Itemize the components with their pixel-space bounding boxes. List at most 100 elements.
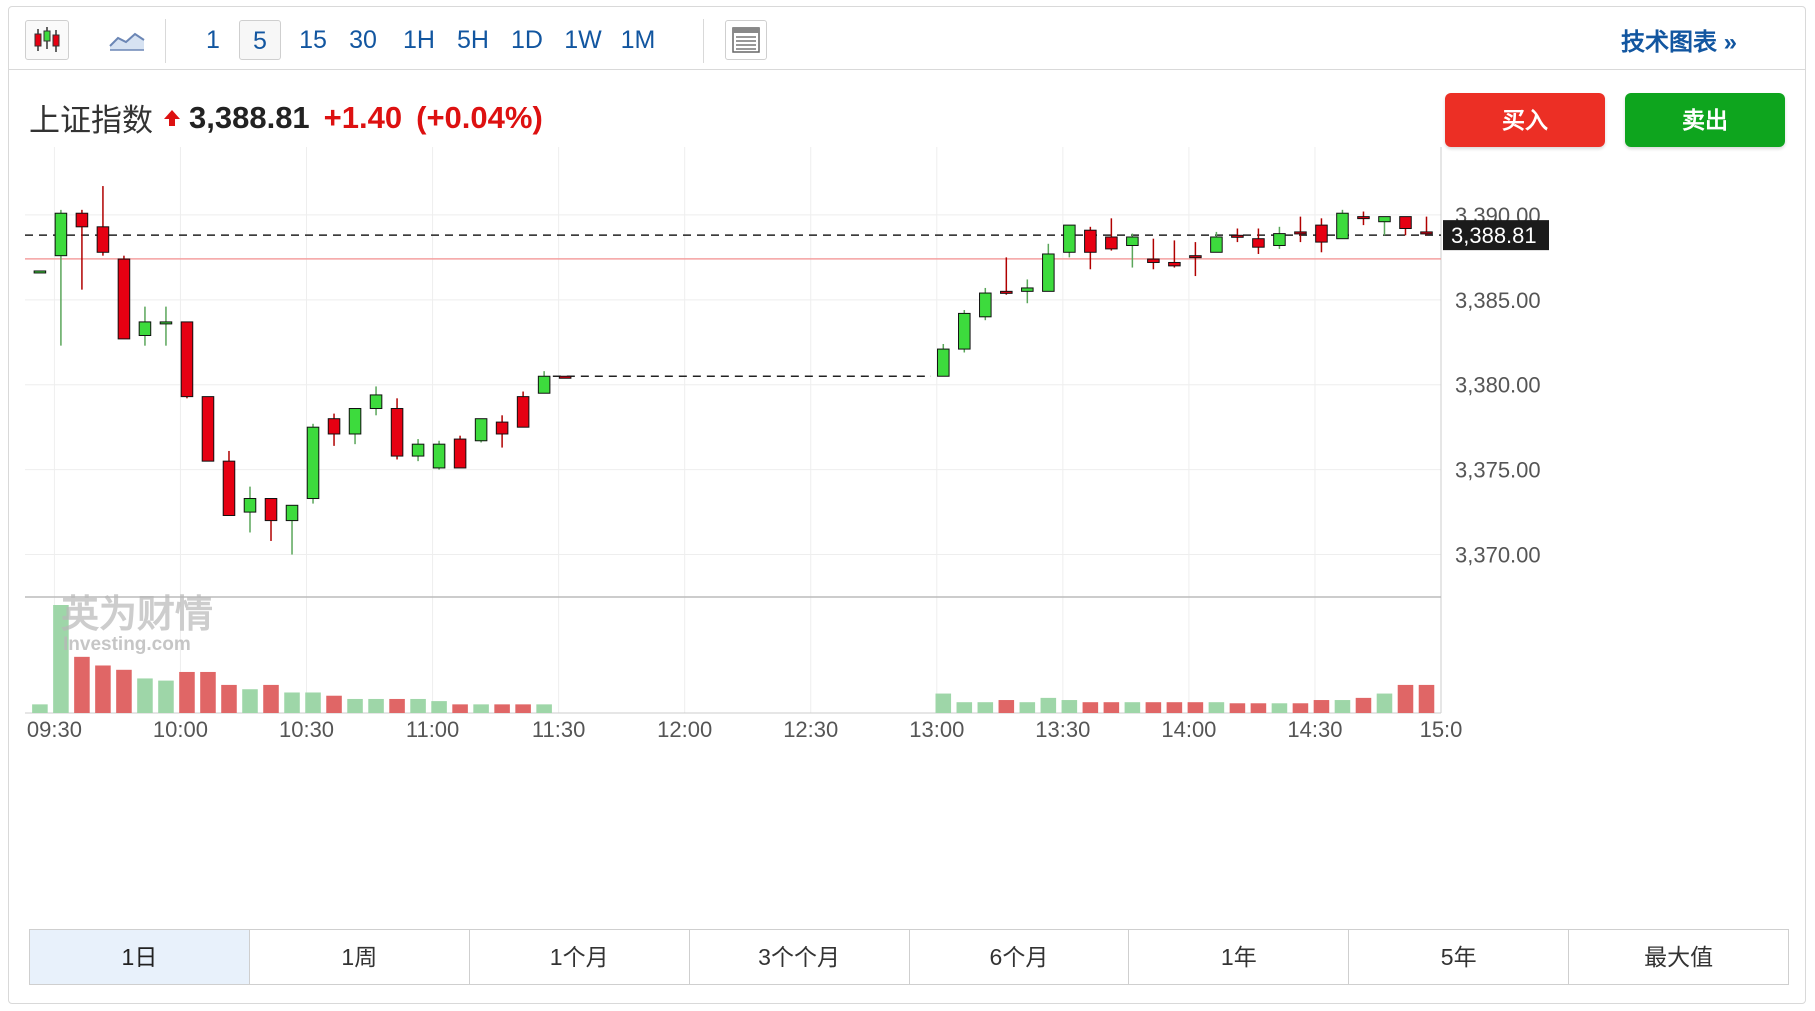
volume-bar bbox=[1229, 703, 1246, 713]
candle-body bbox=[285, 504, 299, 522]
candle-body bbox=[474, 418, 488, 442]
range-3m[interactable]: 3个个月 bbox=[690, 930, 910, 984]
timeframe-1[interactable]: 1 bbox=[206, 26, 220, 54]
candle-body bbox=[327, 418, 341, 435]
x-tick-label: 14:00 bbox=[1161, 717, 1216, 742]
x-tick-label: 10:00 bbox=[153, 717, 208, 742]
volume-bar bbox=[1355, 697, 1372, 713]
candle-body bbox=[1420, 231, 1433, 235]
timeframe-5[interactable]: 5 bbox=[239, 20, 281, 60]
candle-body bbox=[1000, 290, 1013, 294]
candle-body bbox=[1210, 236, 1223, 253]
volume-bar bbox=[1208, 702, 1225, 713]
up-arrow-icon bbox=[163, 100, 181, 136]
candle-body bbox=[117, 258, 131, 340]
volume-bar bbox=[95, 665, 111, 713]
candle-body bbox=[1105, 236, 1118, 250]
candle-body bbox=[558, 375, 572, 379]
sell-button[interactable]: 卖出 bbox=[1625, 93, 1785, 147]
range-5y[interactable]: 5年 bbox=[1349, 930, 1570, 984]
timeframe-1h[interactable]: 1H bbox=[403, 26, 435, 54]
volume-bar bbox=[1418, 684, 1435, 713]
timeframe-30[interactable]: 30 bbox=[349, 26, 377, 54]
x-tick-label: 09:30 bbox=[27, 717, 82, 742]
candle-body bbox=[1042, 253, 1055, 292]
volume-bar bbox=[1187, 702, 1204, 713]
volume-bar bbox=[1376, 693, 1393, 713]
timeframe-1d[interactable]: 1D bbox=[511, 26, 543, 54]
area-chart-icon[interactable] bbox=[105, 20, 149, 60]
volume-bar bbox=[1397, 684, 1414, 713]
volume-bar bbox=[515, 704, 531, 713]
volume-bar bbox=[1271, 703, 1288, 713]
volume-bar bbox=[1145, 702, 1162, 713]
volume-bar bbox=[179, 671, 195, 713]
candle-body bbox=[937, 348, 950, 377]
volume-bar bbox=[53, 605, 69, 713]
volume-bar bbox=[284, 692, 300, 713]
timeframe-1m[interactable]: 1M bbox=[620, 26, 656, 54]
y-tick-label: 3,380.00 bbox=[1455, 373, 1541, 398]
candlestick-chart[interactable]: 3,390.003,385.003,380.003,375.003,370.00… bbox=[9, 147, 1805, 867]
candle-body bbox=[432, 443, 446, 469]
candle-body bbox=[369, 394, 383, 410]
timeframe-1w[interactable]: 1W bbox=[564, 26, 602, 54]
candle-body bbox=[1399, 216, 1412, 230]
buy-button[interactable]: 买入 bbox=[1445, 93, 1605, 147]
instrument-name: 上证指数 bbox=[29, 103, 153, 138]
candle-body bbox=[75, 212, 89, 228]
x-tick-label: 10:30 bbox=[279, 717, 334, 742]
timeframe-15[interactable]: 15 bbox=[299, 26, 327, 54]
range-max[interactable]: 最大值 bbox=[1644, 944, 1714, 970]
volume-bar bbox=[305, 692, 321, 713]
volume-bar bbox=[431, 701, 447, 713]
technical-chart-link[interactable]: 技术图表 » bbox=[1620, 29, 1737, 56]
price-change-percent: (+0.04%) bbox=[416, 99, 543, 135]
candle-body bbox=[138, 321, 152, 336]
candle-body bbox=[516, 396, 530, 428]
candle-body bbox=[1189, 255, 1202, 259]
candle-body bbox=[411, 443, 425, 457]
volume-bar bbox=[1082, 702, 1099, 713]
candle-body bbox=[1252, 238, 1265, 248]
candle-body bbox=[33, 270, 47, 274]
quote-header: 上证指数 3,388.81 +1.40 (+0.04%) bbox=[29, 95, 543, 140]
y-tick-label: 3,370.00 bbox=[1455, 543, 1541, 568]
x-tick-label: 15:0 bbox=[1420, 717, 1463, 742]
candle-body bbox=[264, 498, 278, 522]
candle-body bbox=[54, 212, 68, 257]
volume-bar bbox=[1040, 697, 1057, 713]
chart-widget: 1 5 15 30 1H 5H 1D 1W 1M 技术图表 » 上证指数 3,3… bbox=[8, 6, 1806, 1004]
range-1w[interactable]: 1周 bbox=[250, 930, 470, 984]
candle-body bbox=[1336, 212, 1349, 240]
toolbar-separator bbox=[165, 19, 166, 63]
x-tick-label: 13:30 bbox=[1035, 717, 1090, 742]
candle-body bbox=[96, 226, 110, 253]
timeframe-5h[interactable]: 5H bbox=[457, 26, 489, 54]
volume-bar bbox=[536, 704, 552, 713]
range-6m[interactable]: 6个月 bbox=[910, 930, 1130, 984]
candle-body bbox=[979, 292, 992, 318]
last-price: 3,388.81 bbox=[189, 99, 310, 135]
range-selector: 1日 1周 1个月 3个个月 6个月 1年 5年 最大值 bbox=[29, 929, 1789, 985]
range-1m[interactable]: 1个月 bbox=[470, 930, 690, 984]
volume-bar bbox=[1313, 700, 1330, 713]
volume-bar bbox=[368, 698, 384, 713]
candle-body bbox=[1357, 216, 1370, 220]
volume-bar bbox=[410, 698, 426, 713]
candle-body bbox=[1273, 233, 1286, 246]
candle-body bbox=[1126, 236, 1139, 246]
candle-body bbox=[159, 321, 173, 325]
range-1d[interactable]: 1日 bbox=[30, 930, 250, 984]
data-table-icon[interactable] bbox=[725, 20, 767, 60]
y-tick-label: 3,385.00 bbox=[1455, 288, 1541, 313]
candle-body bbox=[1315, 224, 1328, 243]
volume-bar bbox=[221, 684, 237, 713]
candle-body bbox=[1147, 258, 1160, 263]
volume-bar bbox=[74, 656, 90, 713]
x-tick-label: 14:30 bbox=[1287, 717, 1342, 742]
candlestick-chart-icon[interactable] bbox=[25, 20, 69, 60]
range-1y[interactable]: 1年 bbox=[1129, 930, 1350, 984]
volume-bar bbox=[137, 678, 153, 713]
volume-bar bbox=[1019, 702, 1036, 713]
